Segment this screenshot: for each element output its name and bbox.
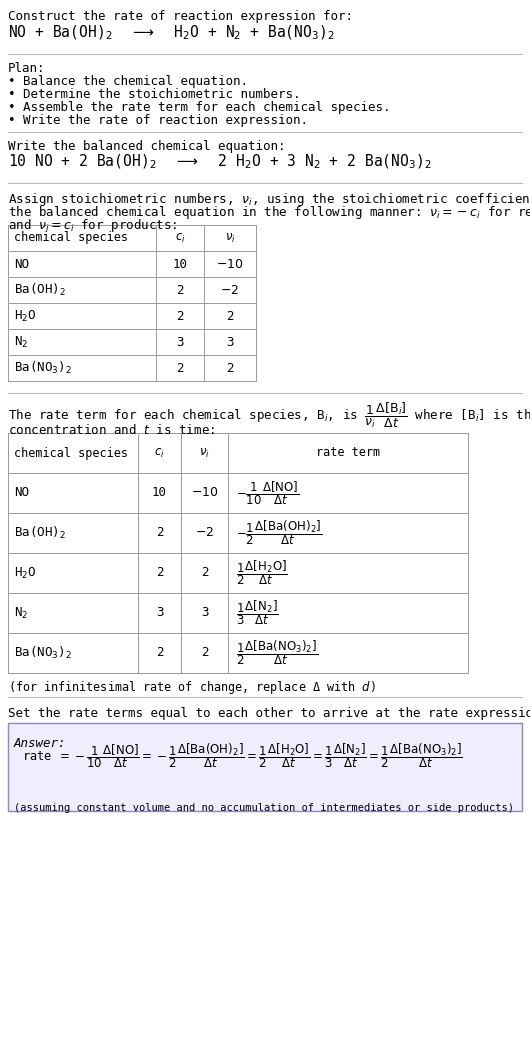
Text: 2: 2 [201, 646, 208, 659]
Text: $-10$: $-10$ [191, 486, 218, 500]
Text: $-10$: $-10$ [216, 257, 244, 271]
Text: Assign stoichiometric numbers, $\nu_i$, using the stoichiometric coefficients, $: Assign stoichiometric numbers, $\nu_i$, … [8, 191, 530, 208]
Text: Ba(OH)$_2$: Ba(OH)$_2$ [14, 282, 66, 298]
Text: 3: 3 [176, 336, 184, 348]
Text: • Determine the stoichiometric numbers.: • Determine the stoichiometric numbers. [8, 88, 301, 101]
Text: $-2$: $-2$ [195, 526, 214, 540]
Text: 2: 2 [226, 362, 234, 374]
Text: $c_i$: $c_i$ [175, 231, 186, 245]
Text: $-2$: $-2$ [220, 283, 240, 296]
Text: 10: 10 [172, 257, 188, 271]
Text: 2: 2 [176, 283, 184, 296]
Text: Ba(NO$_3$)$_2$: Ba(NO$_3$)$_2$ [14, 360, 72, 377]
Text: N$_2$: N$_2$ [14, 335, 28, 349]
Text: $\dfrac{1}{3}\dfrac{\Delta[\mathrm{N_2}]}{\Delta t}$: $\dfrac{1}{3}\dfrac{\Delta[\mathrm{N_2}]… [236, 598, 279, 628]
Text: N$_2$: N$_2$ [14, 606, 28, 620]
Text: 2: 2 [201, 567, 208, 579]
Text: Ba(NO$_3$)$_2$: Ba(NO$_3$)$_2$ [14, 645, 72, 661]
Text: H$_2$O: H$_2$O [14, 566, 37, 581]
Text: $-\dfrac{1}{10}\dfrac{\Delta[\mathrm{NO}]}{\Delta t}$: $-\dfrac{1}{10}\dfrac{\Delta[\mathrm{NO}… [236, 479, 299, 507]
Text: 2: 2 [156, 567, 163, 579]
Text: 3: 3 [201, 607, 208, 619]
Text: NO: NO [14, 257, 29, 271]
FancyBboxPatch shape [8, 723, 522, 811]
Text: 3: 3 [156, 607, 163, 619]
Text: $-\dfrac{1}{2}\dfrac{\Delta[\mathrm{Ba(OH)_2}]}{\Delta t}$: $-\dfrac{1}{2}\dfrac{\Delta[\mathrm{Ba(O… [236, 519, 322, 547]
Text: • Balance the chemical equation.: • Balance the chemical equation. [8, 75, 248, 88]
Text: chemical species: chemical species [14, 447, 128, 459]
Text: $\dfrac{1}{2}\dfrac{\Delta[\mathrm{Ba(NO_3)_2}]}{\Delta t}$: $\dfrac{1}{2}\dfrac{\Delta[\mathrm{Ba(NO… [236, 639, 318, 667]
Text: (for infinitesimal rate of change, replace Δ with $d$): (for infinitesimal rate of change, repla… [8, 679, 376, 696]
Text: 10 NO + 2 Ba(OH)$_2$  $\longrightarrow$  2 H$_2$O + 3 N$_2$ + 2 Ba(NO$_3$)$_2$: 10 NO + 2 Ba(OH)$_2$ $\longrightarrow$ 2… [8, 153, 432, 172]
Text: Set the rate terms equal to each other to arrive at the rate expression:: Set the rate terms equal to each other t… [8, 707, 530, 720]
Text: $\nu_i$: $\nu_i$ [225, 231, 235, 245]
Text: $\nu_i$: $\nu_i$ [199, 447, 210, 459]
Text: 2: 2 [226, 310, 234, 322]
Text: Ba(OH)$_2$: Ba(OH)$_2$ [14, 525, 66, 541]
Text: NO + Ba(OH)$_2$  $\longrightarrow$  H$_2$O + N$_2$ + Ba(NO$_3$)$_2$: NO + Ba(OH)$_2$ $\longrightarrow$ H$_2$O… [8, 24, 335, 43]
Text: Construct the rate of reaction expression for:: Construct the rate of reaction expressio… [8, 10, 353, 23]
Text: $\dfrac{1}{2}\dfrac{\Delta[\mathrm{H_2O}]}{\Delta t}$: $\dfrac{1}{2}\dfrac{\Delta[\mathrm{H_2O}… [236, 559, 288, 588]
Text: Write the balanced chemical equation:: Write the balanced chemical equation: [8, 140, 286, 153]
Text: (assuming constant volume and no accumulation of intermediates or side products): (assuming constant volume and no accumul… [14, 803, 514, 813]
Text: Answer:: Answer: [14, 737, 66, 750]
Text: rate term: rate term [316, 447, 380, 459]
Text: The rate term for each chemical species, B$_i$, is $\dfrac{1}{\nu_i}\dfrac{\Delt: The rate term for each chemical species,… [8, 401, 530, 430]
Text: Plan:: Plan: [8, 62, 46, 75]
Text: 2: 2 [156, 646, 163, 659]
Text: 10: 10 [152, 486, 167, 500]
Text: and $\nu_i = c_i$ for products:: and $\nu_i = c_i$ for products: [8, 217, 177, 234]
Text: the balanced chemical equation in the following manner: $\nu_i = -c_i$ for react: the balanced chemical equation in the fo… [8, 204, 530, 221]
Text: concentration and $t$ is time:: concentration and $t$ is time: [8, 423, 215, 437]
Bar [8, 225, 256, 381]
Text: NO: NO [14, 486, 29, 500]
Text: • Assemble the rate term for each chemical species.: • Assemble the rate term for each chemic… [8, 101, 391, 114]
Text: 2: 2 [176, 362, 184, 374]
Text: 3: 3 [226, 336, 234, 348]
Text: 2: 2 [156, 526, 163, 540]
Text: chemical species: chemical species [14, 231, 128, 245]
Text: 2: 2 [176, 310, 184, 322]
Text: rate $= -\dfrac{1}{10}\dfrac{\Delta[\mathrm{NO}]}{\Delta t} = -\dfrac{1}{2}\dfra: rate $= -\dfrac{1}{10}\dfrac{\Delta[\mat… [22, 741, 463, 770]
Bar [8, 433, 468, 673]
Text: • Write the rate of reaction expression.: • Write the rate of reaction expression. [8, 114, 308, 127]
Text: $c_i$: $c_i$ [154, 447, 165, 459]
Text: H$_2$O: H$_2$O [14, 309, 37, 323]
